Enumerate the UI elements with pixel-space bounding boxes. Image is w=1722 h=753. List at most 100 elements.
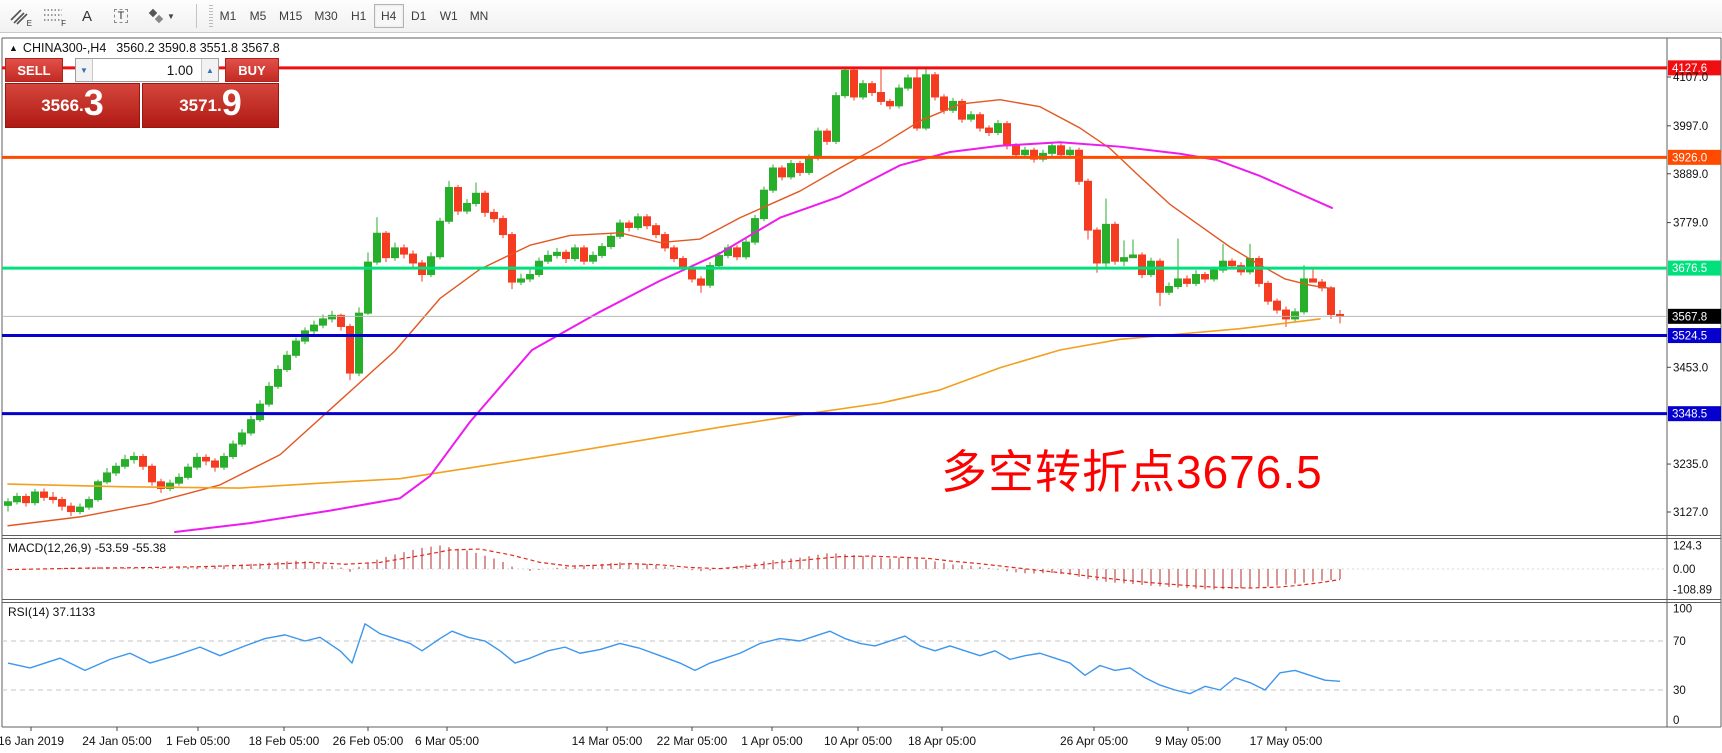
price-badge-label: 3524.5: [1672, 331, 1707, 343]
candle-up: [4, 501, 12, 506]
candle-down: [40, 491, 48, 498]
candle-down: [1309, 278, 1317, 283]
candle-up: [1300, 278, 1308, 313]
chevron-down-icon: ▼: [167, 11, 175, 21]
candle-down: [58, 499, 66, 507]
candle-down: [157, 481, 165, 489]
candle-up: [274, 369, 282, 387]
timeframe-button-w1[interactable]: W1: [439, 9, 458, 23]
buy-price-panel[interactable]: 3571. 9: [142, 83, 279, 128]
candle-up: [904, 77, 912, 89]
sell-button[interactable]: SELL: [5, 58, 63, 82]
candle-down: [958, 100, 966, 120]
symbol-name: CHINA300-,H4: [22, 41, 107, 55]
buy-price-big-digit: 9: [221, 82, 242, 123]
candle-down: [1156, 260, 1164, 293]
candle-up: [553, 251, 561, 256]
rsi-axis-label: 100: [1673, 604, 1692, 616]
timeframe-button-m1[interactable]: M1: [219, 9, 237, 23]
candle-up: [634, 216, 642, 228]
x-axis-date-label: 18 Feb 05:00: [249, 734, 320, 748]
candle-up: [130, 456, 138, 461]
ma-slow-gold: [7, 318, 1321, 489]
candle-up: [319, 318, 327, 326]
sell-price-panel[interactable]: 3566. 3: [5, 83, 140, 128]
y-axis-label: 3779.0: [1673, 218, 1708, 230]
price-badge-label: 3926.0: [1672, 152, 1707, 164]
candle-down: [886, 100, 894, 107]
volume-decrease-button[interactable]: ▼: [76, 59, 93, 81]
timeframe-button-h4[interactable]: H4: [373, 4, 404, 28]
price-badge: [1668, 60, 1721, 76]
candle-up: [1210, 269, 1218, 280]
x-axis-date-label: 10 Apr 05:00: [824, 734, 892, 748]
candle-up: [814, 130, 822, 159]
timeframe-button-h1[interactable]: H1: [351, 9, 367, 23]
candle-up: [895, 87, 903, 107]
candle-up: [742, 241, 750, 258]
text-box-icon[interactable]: T: [106, 3, 136, 29]
volume-increase-button[interactable]: ▲: [201, 59, 218, 81]
price-badge: [1668, 260, 1721, 276]
candle-up: [436, 220, 444, 258]
indicator-lines-icon[interactable]: E: [4, 3, 34, 29]
collapse-icon[interactable]: ▲: [9, 43, 18, 53]
price-badge: [1668, 328, 1721, 344]
candle-down: [733, 247, 741, 258]
candle-up: [1021, 149, 1029, 156]
candle-down: [850, 69, 858, 98]
price-badge-label: 4127.6: [1672, 63, 1707, 75]
candle-down: [211, 460, 219, 468]
x-axis-date-label: 17 May 05:00: [1250, 734, 1323, 748]
chart-text-annotation[interactable]: 多空转折点3676.5: [941, 446, 1323, 498]
x-axis-date-label: 1 Feb 05:00: [166, 734, 230, 748]
candle-down: [877, 92, 885, 102]
candle-up: [598, 246, 606, 256]
candle-down: [625, 222, 633, 228]
candle-up: [364, 261, 372, 314]
x-axis-date-label: 16 Jan 2019: [0, 734, 64, 748]
candle-down: [1327, 287, 1335, 315]
candle-down: [868, 83, 876, 94]
candle-up: [256, 403, 264, 421]
candle-up: [1174, 278, 1182, 288]
toolbar-drag-handle[interactable]: [209, 5, 213, 27]
candle-down: [508, 234, 516, 283]
candle-up: [571, 247, 579, 260]
buy-button[interactable]: BUY: [225, 58, 279, 82]
candle-down: [202, 456, 210, 462]
candle-up: [472, 192, 480, 205]
candle-down: [913, 77, 921, 129]
candle-up: [1048, 145, 1056, 154]
ma-fast-red: [7, 98, 1333, 527]
candle-down: [409, 253, 417, 264]
timeframe-button-m30[interactable]: M30: [314, 9, 338, 23]
candle-down: [1255, 258, 1263, 284]
x-axis-date-label: 24 Jan 05:00: [82, 734, 152, 748]
x-axis-date-label: 18 Apr 05:00: [908, 734, 976, 748]
candle-down: [1264, 282, 1272, 302]
candle-up: [967, 114, 975, 120]
volume-input[interactable]: [93, 59, 201, 81]
y-axis-label: 3997.0: [1673, 121, 1708, 133]
candle-up: [184, 466, 192, 478]
rsi-axis-label: 70: [1673, 636, 1686, 648]
timeframe-button-m15[interactable]: M15: [279, 9, 303, 23]
timeframe-button-mn[interactable]: MN: [469, 9, 489, 23]
timeframe-button-d1[interactable]: D1: [411, 9, 427, 23]
candle-down: [1084, 180, 1092, 231]
sell-price-big-digit: 3: [83, 82, 104, 123]
candle-up: [769, 167, 777, 191]
fibonacci-grid-icon[interactable]: F: [44, 9, 66, 28]
timeframe-button-m5[interactable]: M5: [249, 9, 267, 23]
macd-axis-label: 0.00: [1673, 564, 1695, 576]
shapes-dropdown-icon[interactable]: ▼: [140, 3, 182, 29]
candle-up: [1120, 257, 1128, 262]
candle-up: [706, 265, 714, 286]
candle-up: [292, 340, 300, 356]
candle-down: [697, 278, 705, 286]
candle-up: [283, 354, 291, 371]
text-label-icon[interactable]: A: [81, 7, 92, 25]
candle-down: [1093, 229, 1101, 264]
